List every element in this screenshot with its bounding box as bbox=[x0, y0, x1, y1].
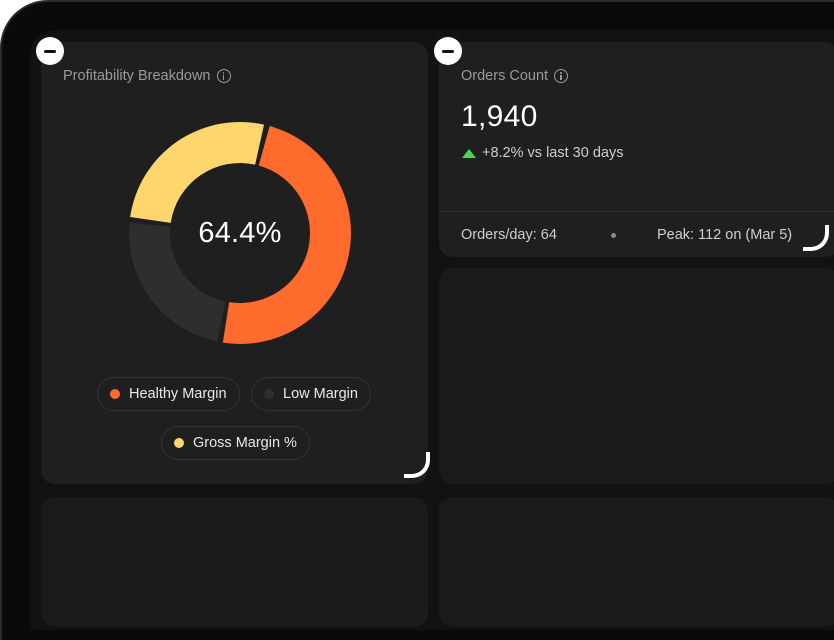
remove-widget-button[interactable] bbox=[434, 37, 462, 65]
minus-icon bbox=[442, 49, 454, 53]
profitability-title: Profitability Breakdown bbox=[63, 68, 211, 84]
orders-value: 1,940 bbox=[461, 100, 538, 133]
separator-dot bbox=[611, 233, 616, 238]
remove-widget-button[interactable] bbox=[36, 37, 64, 65]
legend-dot bbox=[264, 389, 274, 399]
legend-gross-margin[interactable]: Gross Margin % bbox=[161, 426, 310, 460]
legend-label: Gross Margin % bbox=[193, 435, 297, 451]
resize-handle-icon[interactable] bbox=[404, 452, 430, 478]
orders-delta: +8.2% vs last 30 days bbox=[462, 145, 623, 161]
legend-low-margin[interactable]: Low Margin bbox=[251, 377, 371, 411]
donut-segment-low-margin[interactable] bbox=[129, 222, 226, 342]
legend-dot bbox=[174, 438, 184, 448]
empty-widget-slot[interactable] bbox=[41, 497, 428, 627]
empty-widget-slot[interactable] bbox=[439, 497, 834, 627]
profitability-card[interactable]: Profitability Breakdown 64.4% Healthy Ma… bbox=[41, 42, 428, 484]
donut-svg bbox=[129, 121, 352, 344]
card-title: Orders Count bbox=[461, 68, 569, 84]
orders-card[interactable]: Orders Count 1,940 +8.2% vs last 30 days… bbox=[439, 42, 834, 257]
orders-peak: Peak: 112 on (Mar 5) bbox=[657, 227, 793, 243]
empty-widget-slot[interactable] bbox=[439, 268, 834, 484]
legend-label: Healthy Margin bbox=[129, 386, 227, 402]
orders-per-day: Orders/day: 64 bbox=[461, 227, 557, 243]
legend-label: Low Margin bbox=[283, 386, 358, 402]
donut-segment-gross-margin[interactable] bbox=[130, 121, 265, 223]
donut-center-value: 64.4% bbox=[198, 216, 282, 249]
card-title: Profitability Breakdown bbox=[63, 68, 231, 84]
legend-healthy-margin[interactable]: Healthy Margin bbox=[97, 377, 240, 411]
orders-title: Orders Count bbox=[461, 68, 549, 84]
minus-icon bbox=[44, 49, 56, 53]
delta-text: +8.2% vs last 30 days bbox=[482, 145, 624, 161]
trend-up-icon bbox=[462, 148, 476, 158]
donut-segment-healthy-margin[interactable] bbox=[222, 126, 352, 344]
donut-chart: 64.4% bbox=[127, 110, 353, 356]
info-icon[interactable] bbox=[554, 69, 569, 83]
resize-handle-icon[interactable] bbox=[803, 225, 829, 251]
divider bbox=[439, 211, 834, 212]
info-icon[interactable] bbox=[216, 69, 231, 83]
legend-dot bbox=[110, 389, 120, 399]
